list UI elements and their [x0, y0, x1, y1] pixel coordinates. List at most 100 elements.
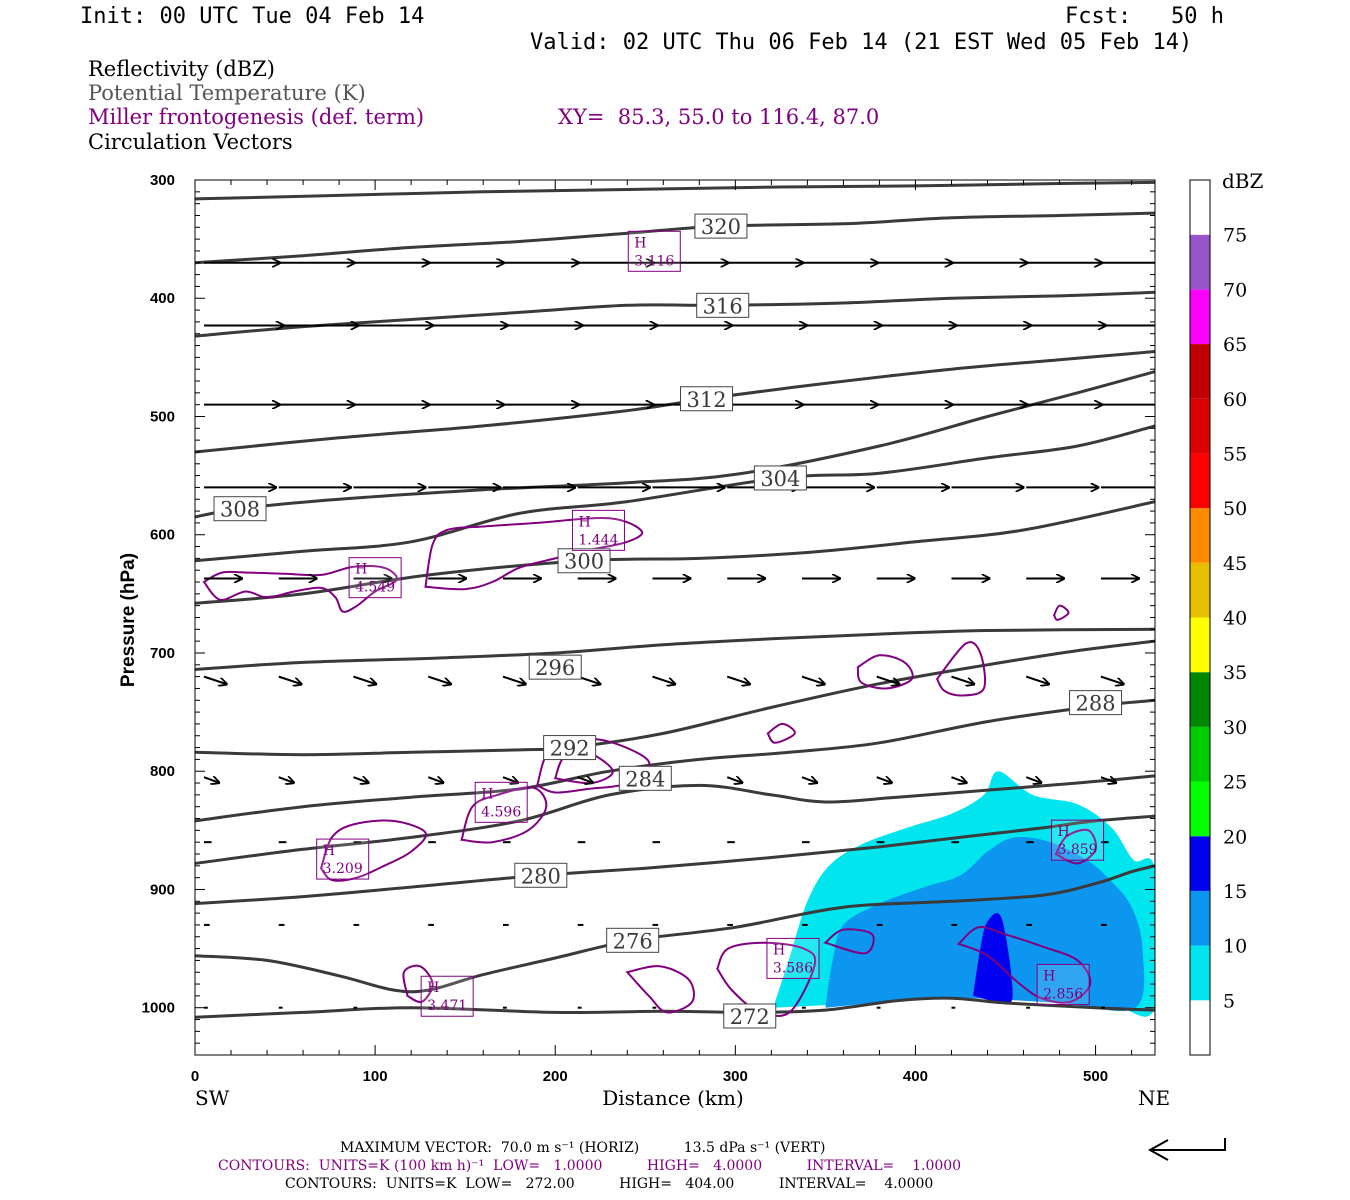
theta-label-box	[694, 213, 748, 239]
circulation-vector	[1025, 777, 1041, 783]
y-tick-label: 600	[150, 527, 175, 544]
y-tick-label: 900	[150, 881, 175, 898]
circulation-vector	[203, 675, 227, 685]
frontogenesis-contour	[935, 641, 987, 697]
circulation-vector	[951, 777, 966, 783]
high-label-value: 3.116	[634, 253, 674, 269]
high-label-box	[420, 975, 474, 1017]
x-tick-label: 0	[191, 1068, 199, 1085]
theta-contour-292	[195, 639, 1155, 757]
theta-contour-300	[195, 500, 1155, 605]
reference-vector-head	[1147, 1139, 1169, 1161]
legend-reflectivity: Reflectivity (dBZ)	[88, 57, 276, 81]
colorbar-level-label: 50	[1223, 498, 1247, 520]
circulation-vector	[278, 675, 302, 685]
theta-label: 280	[521, 864, 561, 888]
circulation-vector	[876, 777, 892, 783]
circulation-vector	[502, 675, 526, 685]
y-tick-label: 400	[150, 290, 175, 307]
colorbar-level-label: 70	[1223, 279, 1247, 301]
contour-label-layer: 272 276 280 284 288 292 296 300 304 308 312 316 320 H…	[213, 213, 1123, 1029]
high-label-box	[627, 230, 681, 272]
high-label-box	[1036, 963, 1090, 1005]
circulation-vector	[726, 675, 750, 685]
circulation-vector	[1025, 675, 1049, 685]
theta-contour-308	[195, 370, 1155, 519]
circulation-vector	[427, 777, 443, 783]
theta-contour-316	[195, 290, 1155, 338]
theta-label: 272	[730, 1005, 770, 1029]
colorbar-swatch	[1190, 617, 1210, 673]
colorbar-swatch	[1190, 398, 1210, 454]
circulation-vector	[801, 675, 825, 685]
x-tick-label: 200	[543, 1068, 568, 1085]
valid-time: Valid: 02 UTC Thu 06 Feb 14 (21 EST Wed …	[530, 30, 1193, 55]
colorbar-swatch	[1190, 1000, 1210, 1055]
colorbar-swatch	[1190, 945, 1210, 1001]
circulation-vector	[951, 675, 974, 685]
high-label-box	[766, 937, 820, 979]
colorbar-swatch	[1190, 726, 1210, 782]
y-tick-label: 1000	[142, 1000, 175, 1017]
y-tick-label: 500	[150, 408, 175, 425]
circulation-vector	[203, 777, 219, 783]
theta-contour-304	[195, 424, 1155, 563]
high-label-marker: H	[773, 942, 785, 958]
x-tick-label: 100	[363, 1068, 388, 1085]
theta-label: 284	[625, 767, 665, 791]
colorbar-swatch	[1190, 836, 1210, 891]
theta-contour-288	[195, 698, 1155, 823]
x-axis-right-end: NE	[1138, 1086, 1170, 1110]
frontogenesis-contour	[856, 654, 914, 690]
circulation-vector	[1100, 675, 1124, 685]
theta-label: 316	[703, 294, 743, 318]
legend-circulation-vectors: Circulation Vectors	[88, 130, 293, 154]
frontogenesis-contour	[716, 941, 817, 1017]
high-label-box	[348, 557, 402, 599]
high-label-value: 3.209	[323, 861, 363, 877]
theta-label-box	[528, 654, 582, 680]
footer-contours-theta: CONTOURS: UNITS=K LOW= 272.00 HIGH= 404.…	[285, 1176, 934, 1192]
x-axis-left-end: SW	[195, 1086, 230, 1110]
y-axis-label: Pressure (hPa)	[118, 553, 139, 687]
colorbar-level-label: 5	[1223, 990, 1235, 1012]
reflectivity-layer	[773, 771, 1155, 1017]
circulation-vector	[353, 675, 376, 685]
colorbar-level-label: 20	[1223, 826, 1247, 848]
high-label-box	[474, 781, 528, 823]
colorbar-swatch	[1190, 672, 1210, 727]
circulation-vector	[577, 777, 593, 783]
x-tick-label: 400	[903, 1068, 928, 1085]
high-label-marker: H	[1043, 968, 1055, 984]
colorbar-level-label: 15	[1223, 881, 1247, 903]
y-tick-label: 800	[150, 763, 175, 780]
colorbar-swatch	[1190, 180, 1210, 235]
colorbar-swatch	[1190, 344, 1210, 399]
frontogenesis-contour	[1054, 828, 1098, 865]
high-label-marker: H	[323, 843, 335, 859]
theta-label: 296	[535, 656, 575, 680]
theta-label: 288	[1076, 692, 1116, 716]
colorbar-level-label: 25	[1223, 772, 1247, 794]
colorbar-frame	[1189, 179, 1211, 1056]
high-label-value: 1.444	[578, 532, 618, 548]
frontogenesis-contour	[625, 965, 695, 1014]
theta-label-box	[618, 765, 672, 791]
colorbar: 5 10 15 20 25 30 35 40 45 50 55 60 65 70 75	[1189, 179, 1247, 1056]
theta-contour-320	[195, 211, 1155, 265]
colorbar-level-label: 35	[1223, 662, 1247, 684]
high-label-marker: H	[578, 514, 590, 530]
theta-label-box	[680, 386, 734, 412]
theta-label-box	[696, 292, 750, 318]
footer-max-vector: MAXIMUM VECTOR: 70.0 m s⁻¹ (HORIZ) 13.5 …	[340, 1140, 826, 1156]
high-label-value: 4.596	[481, 804, 521, 820]
colorbar-swatch	[1190, 562, 1210, 618]
colorbar-level-label: 55	[1223, 443, 1247, 465]
circulation-vector	[427, 675, 451, 685]
colorbar-swatch	[1190, 890, 1210, 946]
high-label-value: 3.859	[1058, 842, 1098, 858]
theta-label-box	[753, 465, 807, 491]
colorbar-level-label: 65	[1223, 334, 1247, 356]
circulation-vector	[876, 675, 900, 685]
